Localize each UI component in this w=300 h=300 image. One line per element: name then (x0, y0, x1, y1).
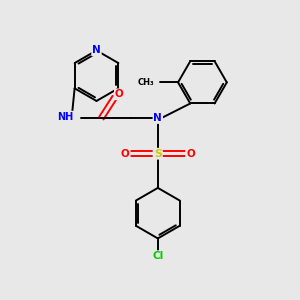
Text: S: S (154, 149, 162, 159)
Text: O: O (186, 149, 195, 159)
Text: N: N (92, 45, 101, 56)
Text: O: O (115, 89, 124, 99)
Text: O: O (121, 149, 130, 159)
Text: N: N (154, 113, 162, 123)
Text: Cl: Cl (152, 251, 164, 261)
Text: NH: NH (57, 112, 73, 122)
Text: CH₃: CH₃ (138, 78, 154, 87)
